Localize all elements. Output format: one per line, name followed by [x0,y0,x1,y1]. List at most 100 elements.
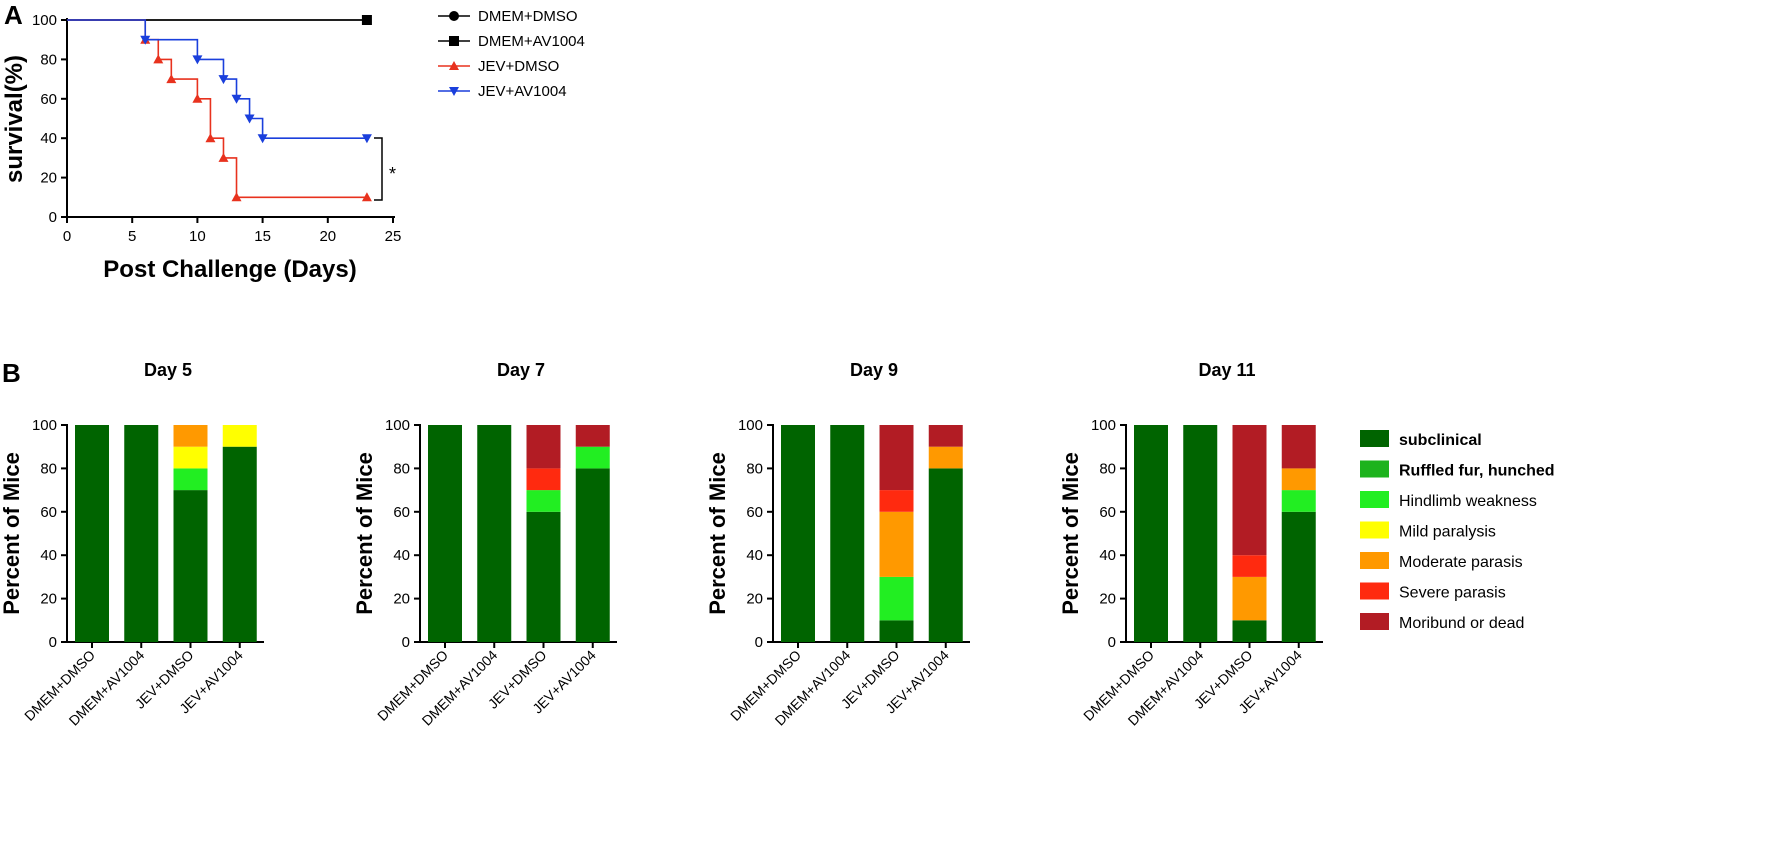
bar-segment [1281,425,1316,469]
survival-point [218,75,229,85]
legend-swatch-5 [1360,582,1389,600]
y-axis-label: Percent of Mice [705,452,730,615]
x-tick-label: 20 [319,228,336,245]
y-tick-label: 100 [32,12,57,29]
bar-segment [428,425,462,642]
bar-segment [879,620,914,642]
y-tick-label: 40 [40,130,57,147]
legend-swatch-3 [1360,521,1389,539]
survival-point [218,152,229,162]
y-tick-label: 0 [49,209,57,226]
bar-segment [1134,425,1168,642]
legend-label-2: JEV+DMSO [478,58,559,75]
bar-segment [781,425,815,642]
legend-marker-0 [449,11,459,21]
y-tick-label: 80 [40,460,57,477]
survival-point [153,54,164,64]
bar-segment [928,468,963,642]
survival-point [244,114,255,124]
panel-label-a: A [4,0,23,30]
legend-swatch-4 [1360,552,1389,569]
x-tick-label: 0 [63,228,71,245]
legend-swatch-1 [1360,460,1389,478]
survival-point [205,133,216,143]
bar-segment [173,446,208,469]
y-tick-label: 20 [393,591,410,608]
survival-y-axis-label: survival(%) [1,55,28,183]
bar-segment [173,468,208,491]
y-tick-label: 100 [32,417,57,434]
bar-segment [1281,511,1316,642]
y-tick-label: 0 [755,634,763,651]
survival-point [257,134,268,144]
y-tick-label: 40 [40,547,57,564]
bar-segment [222,446,257,642]
survival-chart: A survival(%) Post Challenge (Days) 0 20 4… [1,0,585,283]
y-tick-label: 60 [1099,504,1116,521]
survival-x-axis-label: Post Challenge (Days) [103,256,356,283]
y-tick-label: 40 [393,547,410,564]
bar-segment [879,425,914,491]
survival-line-2 [67,19,367,199]
x-tick-label: 15 [254,228,271,245]
x-tick-label: 10 [189,228,206,245]
survival-point [361,192,372,202]
bar-segment [173,425,208,447]
legend-marker-3 [449,87,459,96]
bar-segment [879,576,914,621]
survival-point [231,94,242,104]
panel-title: Day 9 [850,360,898,380]
bar-segment [1183,425,1218,642]
panel-title: Day 11 [1198,360,1255,380]
bar-segment [173,490,208,642]
y-tick-label: 100 [385,417,410,434]
bar-segment [124,425,159,642]
legend-label-4: Moderate parasis [1399,554,1523,571]
significance-label: * [389,164,396,184]
y-tick-label: 60 [40,91,57,108]
survival-legend: DMEM+DMSO DMEM+AV1004 JEV+DMSO JEV+AV1004 [438,8,585,100]
bar-segment [526,425,561,469]
legend-swatch-0 [1360,430,1389,447]
panel-title: Day 7 [497,360,545,380]
y-tick-label: 0 [402,634,410,651]
y-tick-label: 20 [746,591,763,608]
survival-series [67,15,372,202]
y-tick-label: 60 [746,504,763,521]
y-tick-label: 80 [40,51,57,68]
survival-point [231,192,242,202]
panel-label-b: B [2,358,21,388]
y-tick-label: 60 [393,504,410,521]
legend-marker-2 [449,61,459,70]
survival-axes: 0 20 40 60 80 100 0 5 10 15 20 25 [32,12,401,245]
bar-segment [879,511,914,577]
bar-segment [1232,555,1267,577]
bar-segment [575,468,610,642]
y-tick-label: 0 [1108,634,1116,651]
y-tick-label: 80 [393,460,410,477]
y-axis-label: Percent of Mice [1058,452,1083,615]
bar-segment [526,468,561,491]
bar-segment [1232,620,1267,642]
bar-segment [1281,468,1316,491]
bar-segment [1232,425,1267,556]
clinical-legend: subclinical Ruffled fur, hunched Hindlimb … [1360,430,1555,632]
y-tick-label: 20 [40,170,57,187]
y-tick-label: 0 [49,634,57,651]
bar-segment [526,511,561,642]
bar-segment [928,425,963,447]
legend-label-3: Mild paralysis [1399,524,1496,541]
bar-segment [477,425,512,642]
legend-label-2: Hindlimb weakness [1399,493,1537,510]
y-tick-label: 40 [1099,547,1116,564]
bar-segment [526,490,561,512]
bar-segment [75,425,109,642]
survival-line-3 [67,19,367,139]
significance-bracket: * [374,137,396,201]
legend-label-6: Moribund or dead [1399,615,1524,632]
survival-point [192,93,203,103]
